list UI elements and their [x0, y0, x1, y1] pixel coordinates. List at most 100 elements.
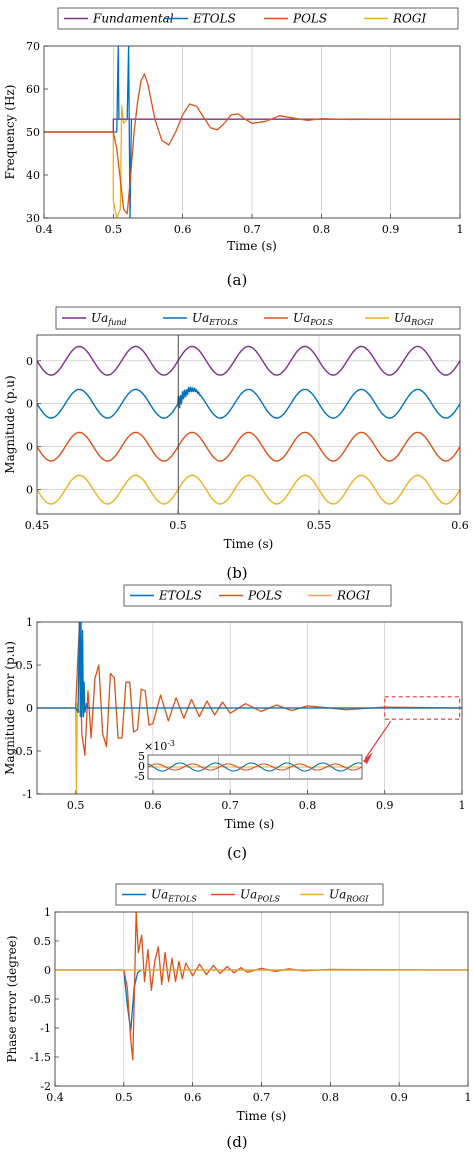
x-axis-label: Time (s)	[225, 817, 275, 831]
x-tick-label: 0.9	[390, 1091, 408, 1104]
legend-label-sub: ETOLS	[167, 895, 197, 904]
x-tick-label: 0.7	[243, 223, 261, 236]
plot-frame-c	[36, 621, 463, 795]
y-tick-label: -1	[40, 1022, 51, 1035]
legend-label-sub: ROGI	[410, 318, 434, 327]
legend-label-2: UaPOLS	[293, 311, 334, 327]
legend-box	[55, 306, 461, 330]
y-tick-label: 50	[26, 126, 40, 139]
y-tick-label: -1.5	[30, 1051, 51, 1064]
legend-box	[57, 7, 459, 30]
y-axis-label: Phase error (degree)	[5, 935, 19, 1062]
legend-label-sub: ROGI	[345, 895, 369, 904]
y-tick-label: 0	[26, 441, 33, 454]
inset-y-tick-label: 0	[138, 760, 145, 773]
x-tick-label: 0.5	[67, 799, 85, 812]
y-tick-label: 0	[26, 484, 33, 497]
x-tick-label: 0.45	[25, 519, 50, 532]
legend-label-0: Uafund	[91, 311, 127, 327]
inset-y-tick-label: -5	[134, 770, 145, 783]
legend-label-main: Ua	[329, 888, 346, 902]
zoom-region-box	[384, 696, 461, 720]
series-line-Ua_POLS	[55, 912, 468, 1061]
y-tick-label: 1	[44, 906, 51, 919]
legend-label-0: Fundamental	[92, 12, 174, 26]
x-tick-label: 0.6	[451, 519, 469, 532]
inset-line-ETOLS	[147, 762, 363, 772]
x-tick-label: 0.7	[253, 1091, 271, 1104]
x-tick-label: 0.5	[105, 223, 123, 236]
x-axis-label: Time (s)	[237, 1109, 287, 1123]
zoom-arrow-head	[363, 752, 373, 764]
series-line-Ua_ETOLS	[37, 386, 460, 419]
x-axis-label: Time (s)	[227, 239, 277, 253]
panel-caption: (a)	[227, 271, 248, 289]
x-tick-label: 0.5	[115, 1091, 133, 1104]
legend-label-2: POLS	[292, 12, 327, 26]
x-tick-label: 0.8	[322, 1091, 340, 1104]
series-line-Ua_ROGI	[37, 474, 460, 505]
legend-label-main: Ua	[240, 888, 257, 902]
legend-label-3: ROGI	[392, 12, 426, 26]
x-tick-label: 0.7	[221, 799, 239, 812]
x-tick-label: 0.8	[313, 223, 331, 236]
x-tick-label: 0.6	[144, 799, 162, 812]
legend-label-1: ETOLS	[192, 12, 236, 26]
y-axis-label: Frequency (Hz)	[3, 85, 17, 180]
legend-a: Fundamental ETOLS POLS ROGI	[57, 7, 459, 30]
x-tick-label: 0.4	[46, 1091, 64, 1104]
legend-box	[123, 584, 392, 607]
x-tick-label: 0.6	[174, 223, 192, 236]
zoom-arrow-line	[364, 720, 392, 760]
legend-label-main: Ua	[394, 311, 411, 325]
series-line-ROGI	[37, 703, 462, 794]
legend-label-0: ETOLS	[158, 589, 202, 603]
y-tick-label: 0	[26, 702, 33, 715]
y-tick-label: 60	[26, 83, 40, 96]
y-tick-label: -0.5	[30, 993, 51, 1006]
x-axis-label: Time (s)	[224, 537, 274, 551]
series-line-Ua_fund	[37, 345, 460, 376]
x-tick-label: 0.6	[184, 1091, 202, 1104]
x-tick-label: 1	[457, 223, 464, 236]
y-tick-label: 0.5	[34, 935, 52, 948]
y-tick-label: 0	[26, 398, 33, 411]
legend-label-main: Ua	[293, 311, 310, 325]
legend-label-1: UaETOLS	[192, 311, 238, 327]
legend-label-3: UaROGI	[394, 311, 434, 327]
legend-label-sub: ETOLS	[208, 318, 238, 327]
legend-label-1: UaPOLS	[240, 888, 281, 904]
legend-box	[115, 883, 384, 906]
y-axis-label: Magnitude (p.u)	[3, 375, 17, 473]
series-line-Ua_POLS	[37, 431, 460, 462]
panel-caption: (b)	[226, 564, 247, 582]
legend-b: Uafund UaETOLS UaPOLS UaROGI	[55, 306, 461, 330]
legend-label-sub: fund	[107, 318, 126, 327]
legend-label-2: ROGI	[336, 589, 370, 603]
x-tick-label: 0.8	[299, 799, 317, 812]
inset-line-POLS	[147, 763, 363, 771]
legend-label-sub: POLS	[256, 895, 280, 904]
y-tick-label: 30	[26, 212, 40, 225]
panel-caption: (d)	[226, 1133, 247, 1151]
x-tick-label: 0.9	[382, 223, 400, 236]
legend-label-0: UaETOLS	[151, 888, 197, 904]
y-tick-label: 40	[26, 169, 40, 182]
series-line-ETOLS	[37, 622, 462, 718]
y-tick-label: 0	[26, 355, 33, 368]
x-tick-label: 1	[459, 799, 466, 812]
y-tick-label: 70	[26, 40, 40, 53]
legend-label-1: POLS	[247, 589, 282, 603]
legend-c: ETOLS POLS ROGI	[123, 584, 392, 607]
panel-caption: (c)	[227, 844, 247, 862]
plot-frame-a	[43, 45, 461, 219]
x-tick-label: 1	[465, 1091, 472, 1104]
y-tick-label: -2	[40, 1080, 51, 1093]
legend-d: UaETOLS UaPOLS UaROGI	[115, 883, 384, 906]
x-tick-label: 0.9	[376, 799, 394, 812]
y-tick-label: -1	[22, 788, 33, 801]
y-axis-label: Magnitude error (p.u)	[3, 641, 17, 775]
x-tick-label: 0.55	[307, 519, 332, 532]
